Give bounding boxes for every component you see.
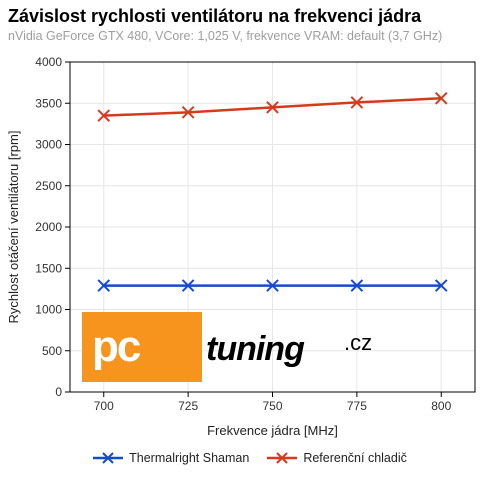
chart-area: 0 500 1000 1500 2000 2500 3000 3500 4000 700 725 75…: [0, 47, 500, 447]
svg-text:1000: 1000: [35, 303, 62, 317]
legend-item: Referenční chladič: [267, 451, 407, 465]
svg-text:Rychlost otáčení ventilátoru [: Rychlost otáčení ventilátoru [rpm]: [6, 131, 21, 324]
svg-text:2000: 2000: [35, 220, 62, 234]
svg-text:0: 0: [55, 385, 62, 399]
svg-text:3500: 3500: [35, 96, 62, 110]
legend-label: Thermalright Shaman: [129, 451, 249, 465]
watermark-word: tuning: [206, 330, 304, 369]
watermark: pc tuning .cz: [82, 312, 342, 382]
svg-text:750: 750: [262, 399, 282, 413]
svg-text:3000: 3000: [35, 138, 62, 152]
svg-text:Frekvence jádra [MHz]: Frekvence jádra [MHz]: [207, 423, 338, 438]
svg-text:1500: 1500: [35, 261, 62, 275]
svg-text:800: 800: [431, 399, 451, 413]
svg-text:500: 500: [42, 344, 62, 358]
svg-text:700: 700: [94, 399, 114, 413]
svg-text:2500: 2500: [35, 179, 62, 193]
legend-item: Thermalright Shaman: [93, 451, 249, 465]
svg-text:725: 725: [178, 399, 198, 413]
legend-label: Referenční chladič: [303, 451, 407, 465]
chart-subtitle: nVidia GeForce GTX 480, VCore: 1,025 V, …: [0, 27, 500, 47]
watermark-suffix: .cz: [344, 330, 372, 356]
watermark-logo-text: pc: [92, 322, 139, 372]
chart-svg: 0 500 1000 1500 2000 2500 3000 3500 4000 700 725 75…: [0, 47, 500, 447]
svg-text:775: 775: [347, 399, 367, 413]
svg-text:4000: 4000: [35, 55, 62, 69]
legend: Thermalright Shaman Referenční chladič: [0, 451, 500, 465]
chart-title: Závislost rychlosti ventilátoru na frekv…: [0, 0, 500, 27]
